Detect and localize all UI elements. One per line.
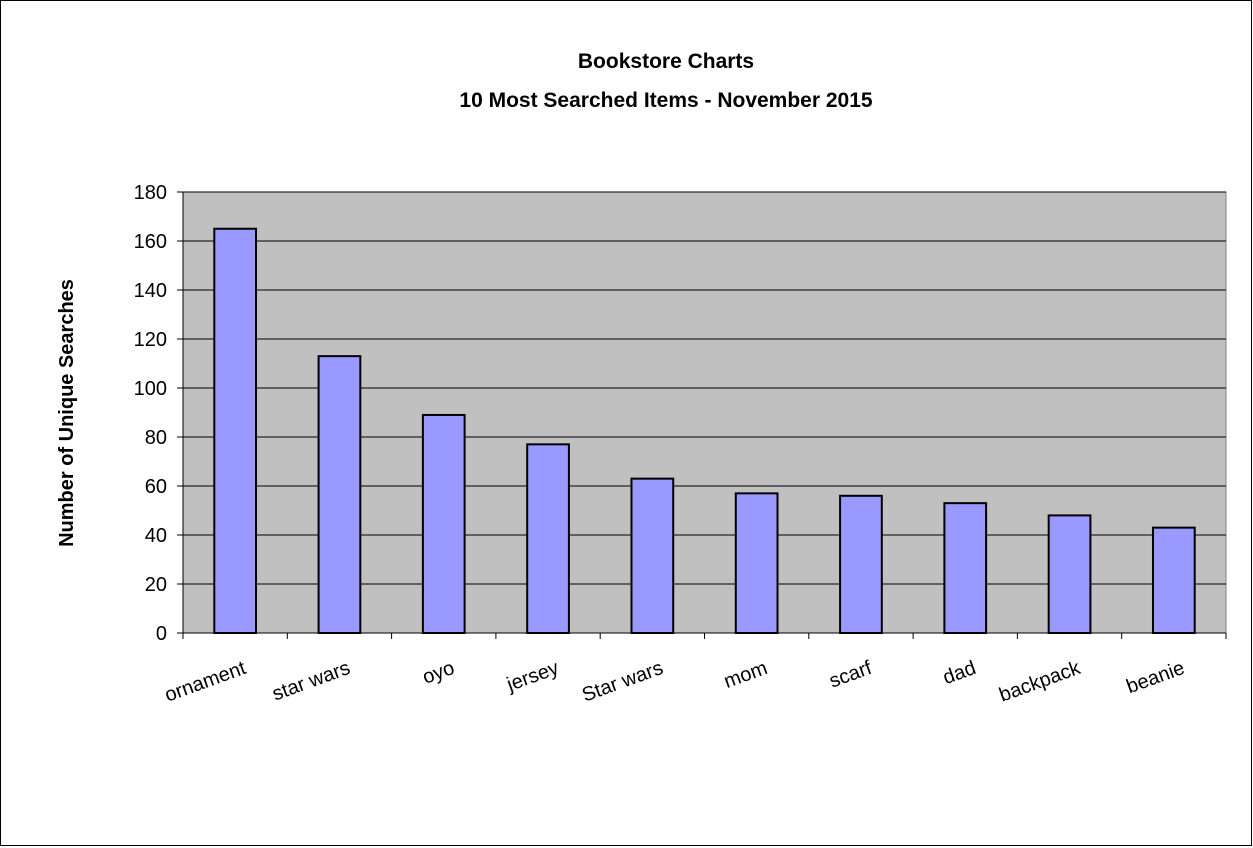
y-tick-label: 180 [134,182,167,204]
y-tick-label: 0 [156,623,167,645]
y-tick-label: 140 [134,280,167,302]
y-tick-label: 20 [145,574,167,596]
x-tick-label: ornament [162,657,249,707]
x-tick-label: oyo [420,657,458,689]
x-tick-label: scarf [826,657,875,693]
y-tick-labels: 0 20 40 60 80 100 120 140 160 180 [134,182,167,645]
bar-beanie [1151,526,1196,635]
x-tick-labels: ornament star wars oyo jersey Star wars mom sc… [162,657,1188,707]
x-tick-label: star wars [269,657,353,705]
y-tick-label: 40 [145,525,167,547]
chart-title: Bookstore Charts [578,50,754,73]
x-tick-label: backpack [996,657,1084,707]
x-tick-label: mom [721,657,770,693]
x-tick-label: jersey [503,657,562,696]
y-tick-label: 80 [145,427,167,449]
bar-star-wars [630,477,675,634]
bar-jersey [526,443,570,634]
x-tick-label: dad [940,657,979,689]
y-axis-label: Number of Unique Searches [56,279,78,547]
bar-star-wars [317,355,362,634]
y-tick-label: 120 [134,329,167,351]
y-tick-label: 160 [134,231,167,253]
bar-backpack [1047,514,1092,635]
x-tick-label: Star wars [579,657,666,707]
y-tick-label: 60 [145,476,167,498]
bar-mom [734,492,779,634]
axes [177,191,1227,639]
chart-subtitle: 10 Most Searched Items - November 2015 [459,89,873,112]
bar-ornament [213,227,258,634]
y-tick-label: 100 [134,378,167,400]
bar-scarf [839,494,883,634]
x-tick-label: beanie [1124,657,1188,698]
bar-oyo [421,413,466,635]
bars [213,227,1196,635]
bar-dad [943,502,988,634]
